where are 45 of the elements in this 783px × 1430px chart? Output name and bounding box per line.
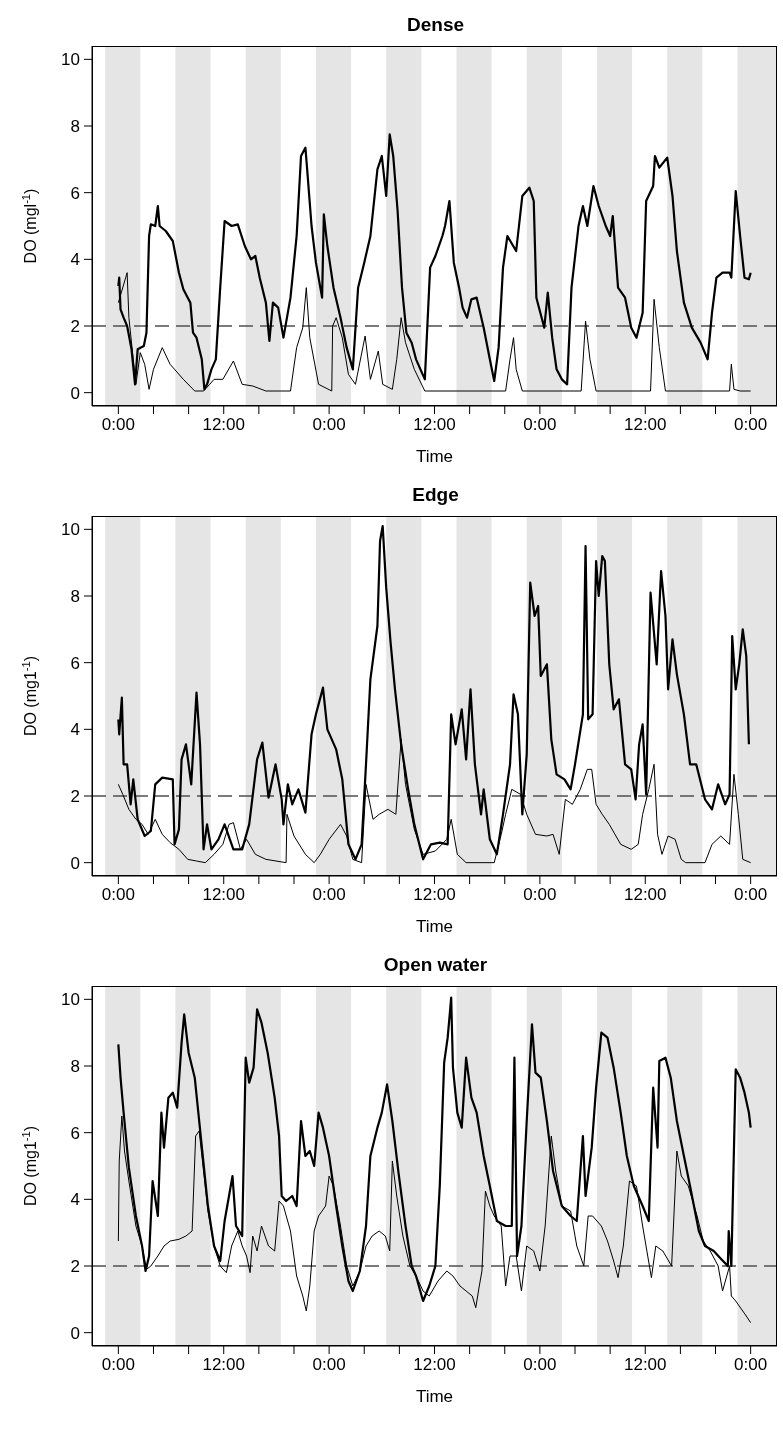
y-tick-label: 10 bbox=[61, 520, 80, 540]
y-tick-label: 8 bbox=[70, 1057, 80, 1077]
x-tick-label: 12:00 bbox=[413, 1355, 456, 1375]
y-tick-label: 2 bbox=[70, 787, 80, 807]
y-tick-label: 6 bbox=[70, 653, 80, 673]
y-tick-label: 8 bbox=[70, 117, 80, 137]
y-tick-label: 0 bbox=[70, 1323, 80, 1343]
x-axis-title: Time bbox=[415, 917, 454, 936]
x-tick-label: 12:00 bbox=[202, 1355, 245, 1375]
x-tick-label: 12:00 bbox=[413, 885, 456, 905]
y-tick-label: 0 bbox=[70, 383, 80, 403]
x-tick-label: 0:00 bbox=[734, 415, 768, 435]
x-tick-label: 0:00 bbox=[312, 1355, 346, 1375]
y-tick-label: 6 bbox=[70, 183, 80, 203]
x-tick-label: 0:00 bbox=[523, 415, 557, 435]
x-tick-label: 0:00 bbox=[312, 415, 346, 435]
x-tick-label: 12:00 bbox=[624, 415, 667, 435]
x-tick-label: 12:00 bbox=[413, 415, 456, 435]
x-tick-label: 0:00 bbox=[101, 885, 135, 905]
x-tick-label: 0:00 bbox=[101, 415, 135, 435]
y-tick-label: 0 bbox=[70, 853, 80, 873]
x-tick-label: 12:00 bbox=[624, 885, 667, 905]
chart-title: Open water bbox=[382, 953, 489, 977]
y-tick-label: 10 bbox=[61, 990, 80, 1010]
x-tick-label: 0:00 bbox=[734, 885, 768, 905]
x-tick-label: 0:00 bbox=[523, 1355, 557, 1375]
y-tick-label: 4 bbox=[70, 720, 80, 740]
x-tick-label: 0:00 bbox=[734, 1355, 768, 1375]
x-tick-label: 12:00 bbox=[202, 885, 245, 905]
y-tick-label: 10 bbox=[61, 50, 80, 70]
y-tick-label: 6 bbox=[70, 1123, 80, 1143]
x-tick-label: 0:00 bbox=[523, 885, 557, 905]
y-tick-label: 4 bbox=[70, 1190, 80, 1210]
x-axis-title: Time bbox=[415, 447, 454, 466]
chart-title: Dense bbox=[406, 13, 465, 37]
y-tick-label: 2 bbox=[70, 1257, 80, 1277]
x-tick-label: 12:00 bbox=[202, 415, 245, 435]
y-tick-label: 4 bbox=[70, 250, 80, 270]
chart-title: Edge bbox=[411, 483, 460, 507]
x-tick-label: 12:00 bbox=[624, 1355, 667, 1375]
x-tick-label: 0:00 bbox=[101, 1355, 135, 1375]
y-tick-label: 2 bbox=[70, 317, 80, 337]
y-tick-label: 8 bbox=[70, 587, 80, 607]
x-axis-title: Time bbox=[415, 1387, 454, 1406]
x-tick-label: 0:00 bbox=[312, 885, 346, 905]
